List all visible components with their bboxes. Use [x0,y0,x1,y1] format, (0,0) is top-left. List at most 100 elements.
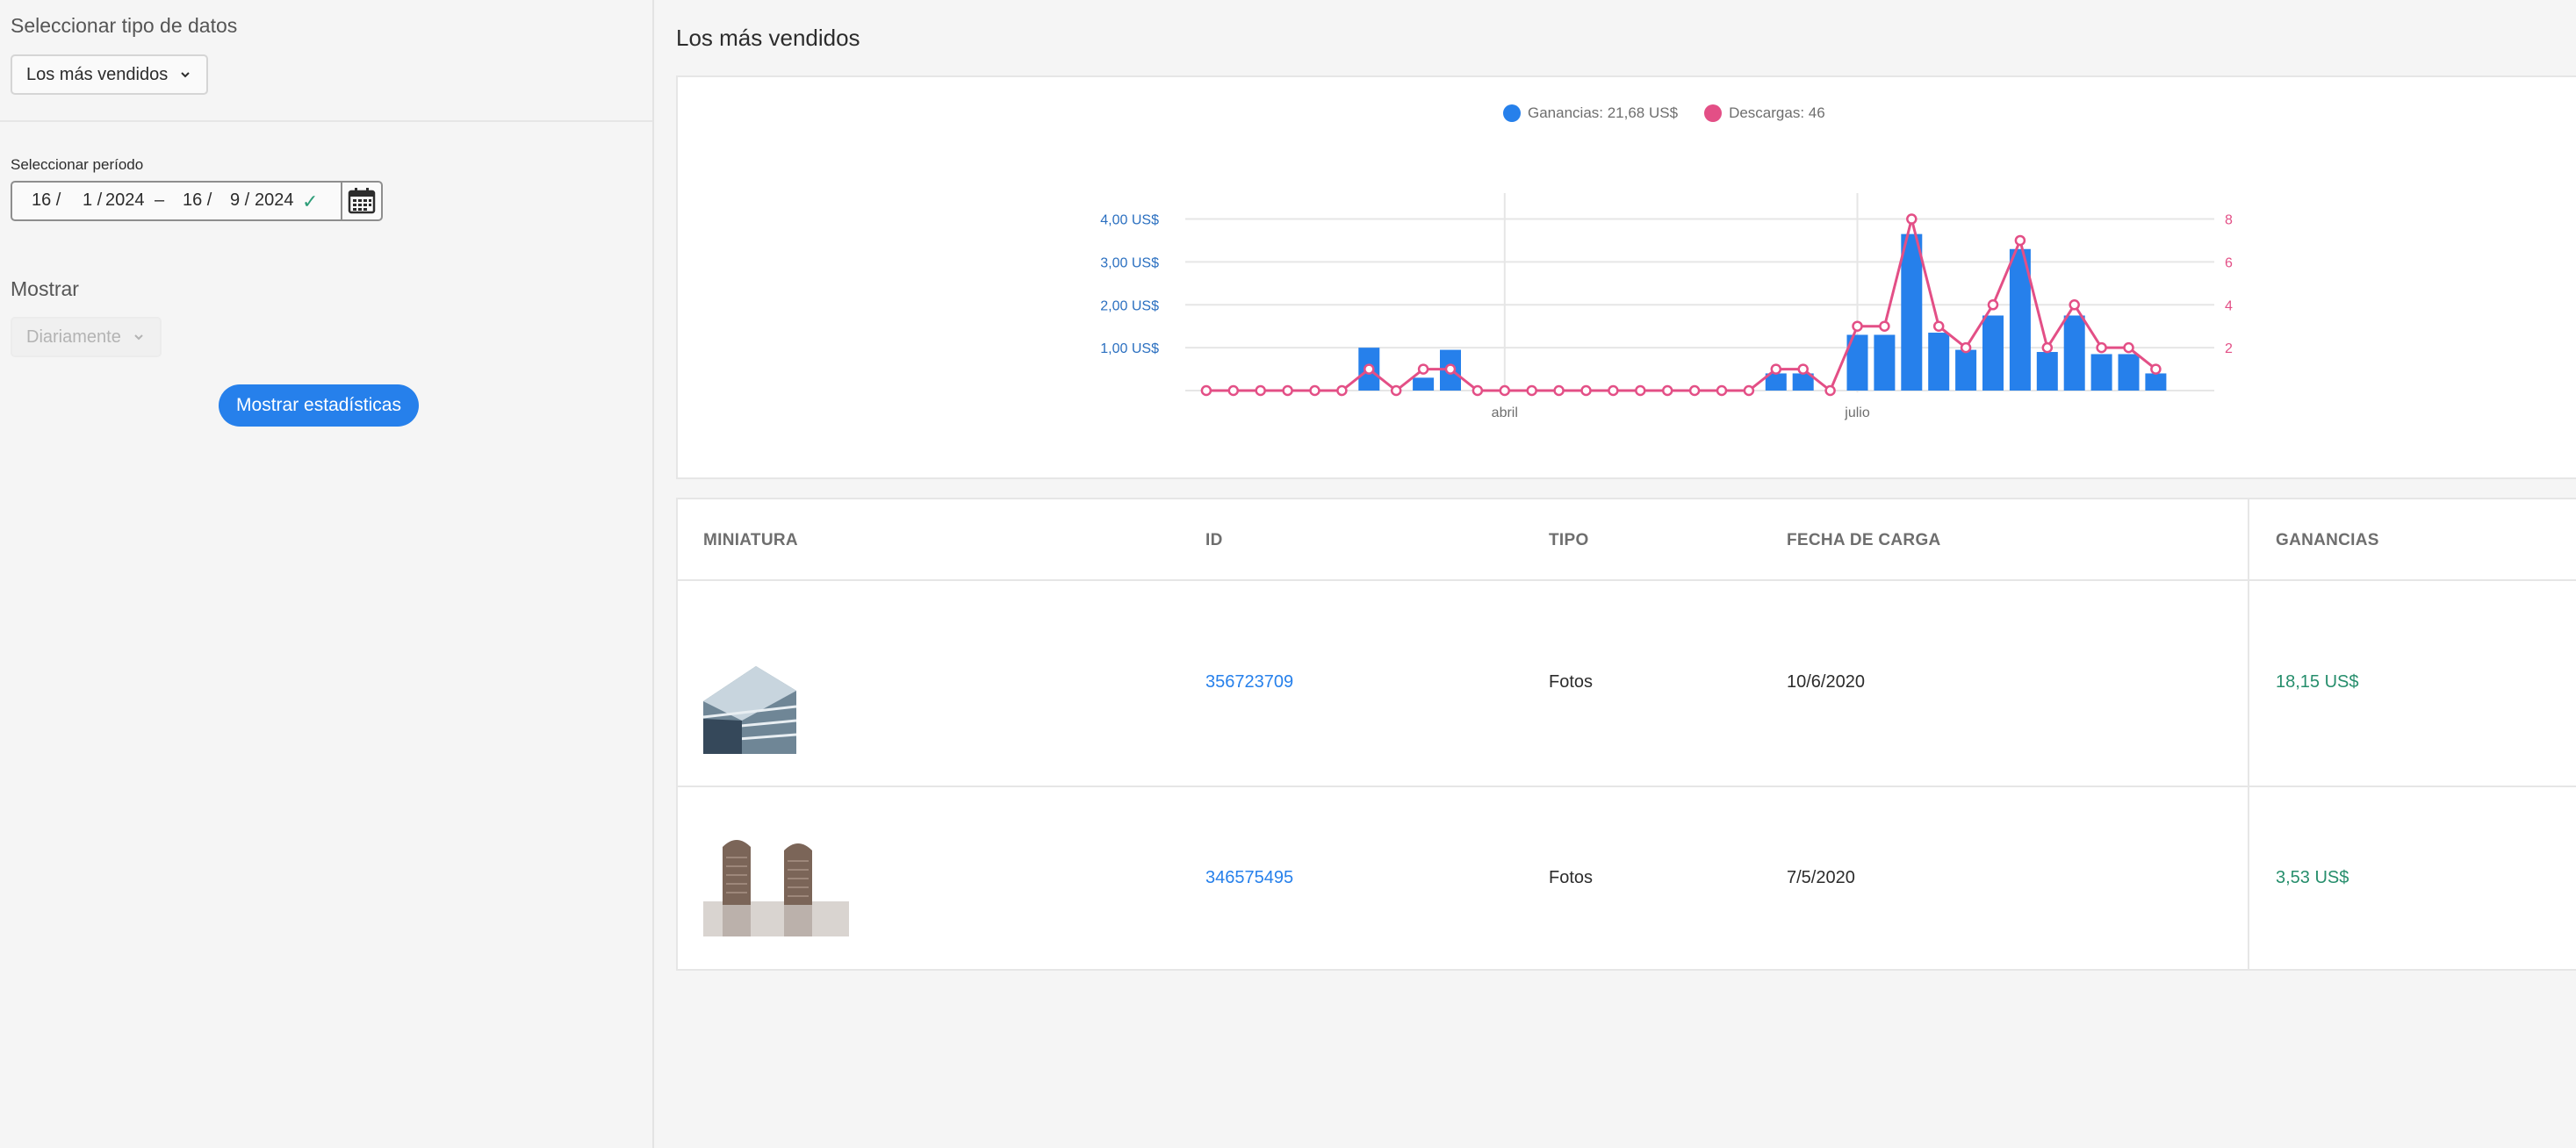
row-id-link[interactable]: 356723709 [1205,672,1294,692]
chart-card: Ganancias: 21,68 US$ Descargas: 46 1,00 … [676,75,2576,479]
start-day[interactable]: 16 / [32,190,61,210]
period-label: Seleccionar período [11,156,144,173]
header-thumbnail: MINIATURA [703,531,798,549]
downloads-point [1797,363,1809,375]
downloads-point [1906,213,1918,225]
downloads-point [1879,320,1890,332]
row-id-link[interactable]: 346575495 [1205,868,1294,887]
start-year[interactable]: 2024 [105,190,145,210]
valid-check-icon: ✓ [302,190,319,212]
sidebar-divider [0,120,652,122]
column-separator [2248,499,2249,969]
earnings-bar [1874,334,1896,391]
earnings-bar [1792,373,1814,391]
downloads-point [1743,384,1755,397]
earnings-bar [1955,349,1977,391]
header-id: ID [1205,531,1223,549]
downloads-point [1852,320,1863,332]
downloads-point [1417,363,1429,375]
downloads-point [2150,363,2162,375]
downloads-point [1716,384,1728,397]
date-separator: – [155,190,165,210]
left-axis-label: 4,00 US$ [1100,213,1159,228]
row-earnings: 3,53 US$ [2276,868,2349,887]
downloads-point [1608,384,1619,397]
header-earnings: GANANCIAS [2276,531,2379,549]
downloads-point [1824,384,1836,397]
chart-legend: Ganancias: 21,68 US$ Descargas: 46 [1503,104,1825,122]
bestsellers-table: MINIATURA ID TIPO FECHA DE CARGA GANANCI… [676,498,2576,971]
downloads-point [1364,363,1375,375]
earnings-bar [1982,315,2004,391]
header-type: TIPO [1549,531,1589,549]
earnings-bar [1901,233,1923,391]
left-axis-label: 2,00 US$ [1100,298,1159,313]
earnings-bar [2063,315,2085,391]
header-divider [678,579,2576,581]
downloads-point [1932,320,1945,332]
downloads-point [1526,384,1537,397]
downloads-point [1309,384,1320,397]
downloads-point [1499,384,1511,397]
downloads-point [1336,384,1348,397]
downloads-point [1960,341,1972,354]
downloads-point [1635,384,1646,397]
show-frequency-dropdown[interactable]: Diariamente [11,317,162,357]
end-day[interactable]: 16 / [183,190,212,210]
earnings-bar [2090,354,2112,391]
legend-earnings[interactable]: Ganancias: 21,68 US$ [1503,104,1678,122]
building-photo-icon[interactable] [703,666,796,754]
downloads-line [1205,219,2157,393]
stone-tablets-photo-icon[interactable] [703,835,849,936]
calendar-button[interactable] [341,183,381,219]
show-stats-button[interactable]: Mostrar estadísticas [219,384,419,427]
downloads-point [1987,299,1999,311]
data-type-dropdown[interactable]: Los más vendidos [11,54,209,95]
left-axis-label: 3,00 US$ [1100,255,1159,270]
x-tick-label: abril [1492,405,1518,420]
right-axis-label: 2 [2225,341,2233,356]
date-range-field[interactable]: 16 / 1 / 2024 – 16 / 9 / 2024 ✓ [11,181,383,221]
sidebar: Seleccionar tipo de datos Los más vendid… [0,0,654,1148]
legend-earnings-label: Ganancias: 21,68 US$ [1528,104,1679,121]
downloads-point [2096,341,2107,354]
row-divider [678,786,2576,787]
start-month[interactable]: 1 / [83,190,103,210]
earnings-bar [1928,333,1950,391]
downloads-point [1770,363,1782,375]
legend-downloads-label: Descargas: 46 [1729,104,1825,121]
downloads-point [1255,384,1266,397]
data-type-value: Los más vendidos [26,64,169,84]
right-axis-label: 6 [2225,255,2233,270]
downloads-point [1688,384,1701,397]
downloads-point [1282,384,1293,397]
row-earnings: 18,15 US$ [2276,672,2359,692]
right-axis-label: 4 [2225,298,2233,313]
row-upload-date: 7/5/2020 [1787,868,1855,887]
calendar-icon [348,188,376,214]
end-month[interactable]: 9 / [230,190,250,210]
row-type: Fotos [1549,672,1594,692]
show-frequency-value: Diariamente [26,326,121,347]
earnings-bar [2036,352,2058,391]
left-axis-label: 1,00 US$ [1100,341,1159,356]
data-type-label: Seleccionar tipo de datos [11,14,238,37]
downloads-point [1471,384,1484,397]
downloads-point [1444,363,1457,375]
earnings-bar [2118,354,2140,391]
downloads-point [1580,384,1592,397]
downloads-point [2069,299,2080,311]
downloads-point [2041,341,2054,354]
earnings-bar [2145,373,2167,391]
earnings-bar [1765,373,1787,391]
downloads-point [1553,384,1565,397]
end-year[interactable]: 2024 [255,190,294,210]
legend-downloads[interactable]: Descargas: 46 [1704,104,1825,122]
downloads-dot-icon [1704,104,1723,122]
earnings-downloads-chart: 1,00 US$ 2,00 US$ 3,00 US$ 4,00 US$ 2 4 6 8 abri… [1100,193,2233,420]
earnings-dot-icon [1503,104,1521,122]
row-upload-date: 10/6/2020 [1787,672,1865,692]
x-tick-label: julio [1844,405,1870,420]
downloads-point [1390,384,1402,397]
downloads-point [2014,234,2026,247]
